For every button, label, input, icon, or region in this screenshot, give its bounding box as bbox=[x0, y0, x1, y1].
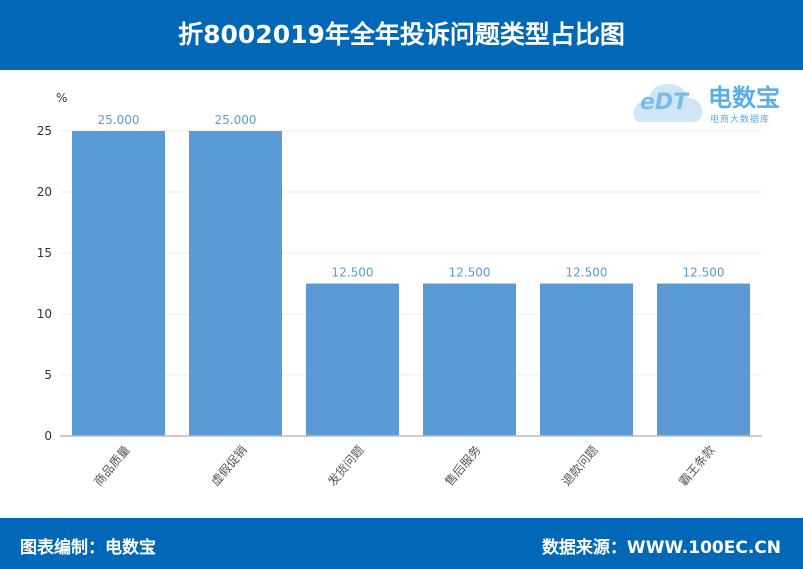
footer-credit: 图表编制：电数宝 bbox=[20, 538, 156, 558]
data-label: 12.500 bbox=[449, 266, 491, 280]
footer: 图表编制：电数宝 数据来源：WWW.100EC.CN bbox=[0, 518, 803, 569]
x-tick-label: 商品质量 bbox=[90, 442, 132, 488]
bar-chart: 0 5 10 15 20 25% 25.000 商品质量 25.000 虚假促销 12.500 发货问… bbox=[37, 91, 762, 489]
logo-name: 电数宝 bbox=[708, 84, 780, 112]
logo: eDT 电数宝 电商大数据库 bbox=[632, 72, 797, 132]
logo-mark: eDT bbox=[640, 90, 689, 115]
data-label: 25.000 bbox=[98, 113, 140, 127]
footer-source: 数据来源：WWW.100EC.CN bbox=[541, 538, 781, 558]
y-tick-label: 10 bbox=[37, 307, 52, 321]
y-tick-label: 15 bbox=[37, 246, 52, 260]
data-label: 12.500 bbox=[683, 266, 725, 280]
y-axis-unit: % bbox=[56, 91, 67, 105]
bar bbox=[423, 283, 516, 436]
data-label: 25.000 bbox=[215, 113, 257, 127]
x-tick-label: 霸王条款 bbox=[676, 443, 718, 489]
y-tick-label: 0 bbox=[44, 429, 52, 443]
bar bbox=[189, 131, 282, 436]
x-tick-label: 虚假促销 bbox=[208, 443, 250, 489]
x-tick-label: 退款问题 bbox=[559, 443, 601, 489]
y-tick-label: 20 bbox=[37, 185, 52, 199]
data-label: 12.500 bbox=[566, 266, 608, 280]
x-tick-label: 售后服务 bbox=[441, 442, 483, 488]
logo-subtitle: 电商大数据库 bbox=[710, 115, 771, 125]
data-label: 12.500 bbox=[332, 266, 374, 280]
cloud-icon bbox=[633, 84, 702, 122]
x-tick-label: 发货问题 bbox=[324, 442, 366, 488]
y-tick-label: 5 bbox=[44, 368, 52, 382]
y-tick-label: 25 bbox=[37, 124, 52, 138]
bar bbox=[540, 283, 633, 436]
bar bbox=[306, 283, 399, 436]
bar bbox=[657, 283, 750, 436]
chart-title: 折8002019年全年投诉问题类型占比图 bbox=[0, 0, 803, 70]
bar bbox=[72, 131, 165, 436]
